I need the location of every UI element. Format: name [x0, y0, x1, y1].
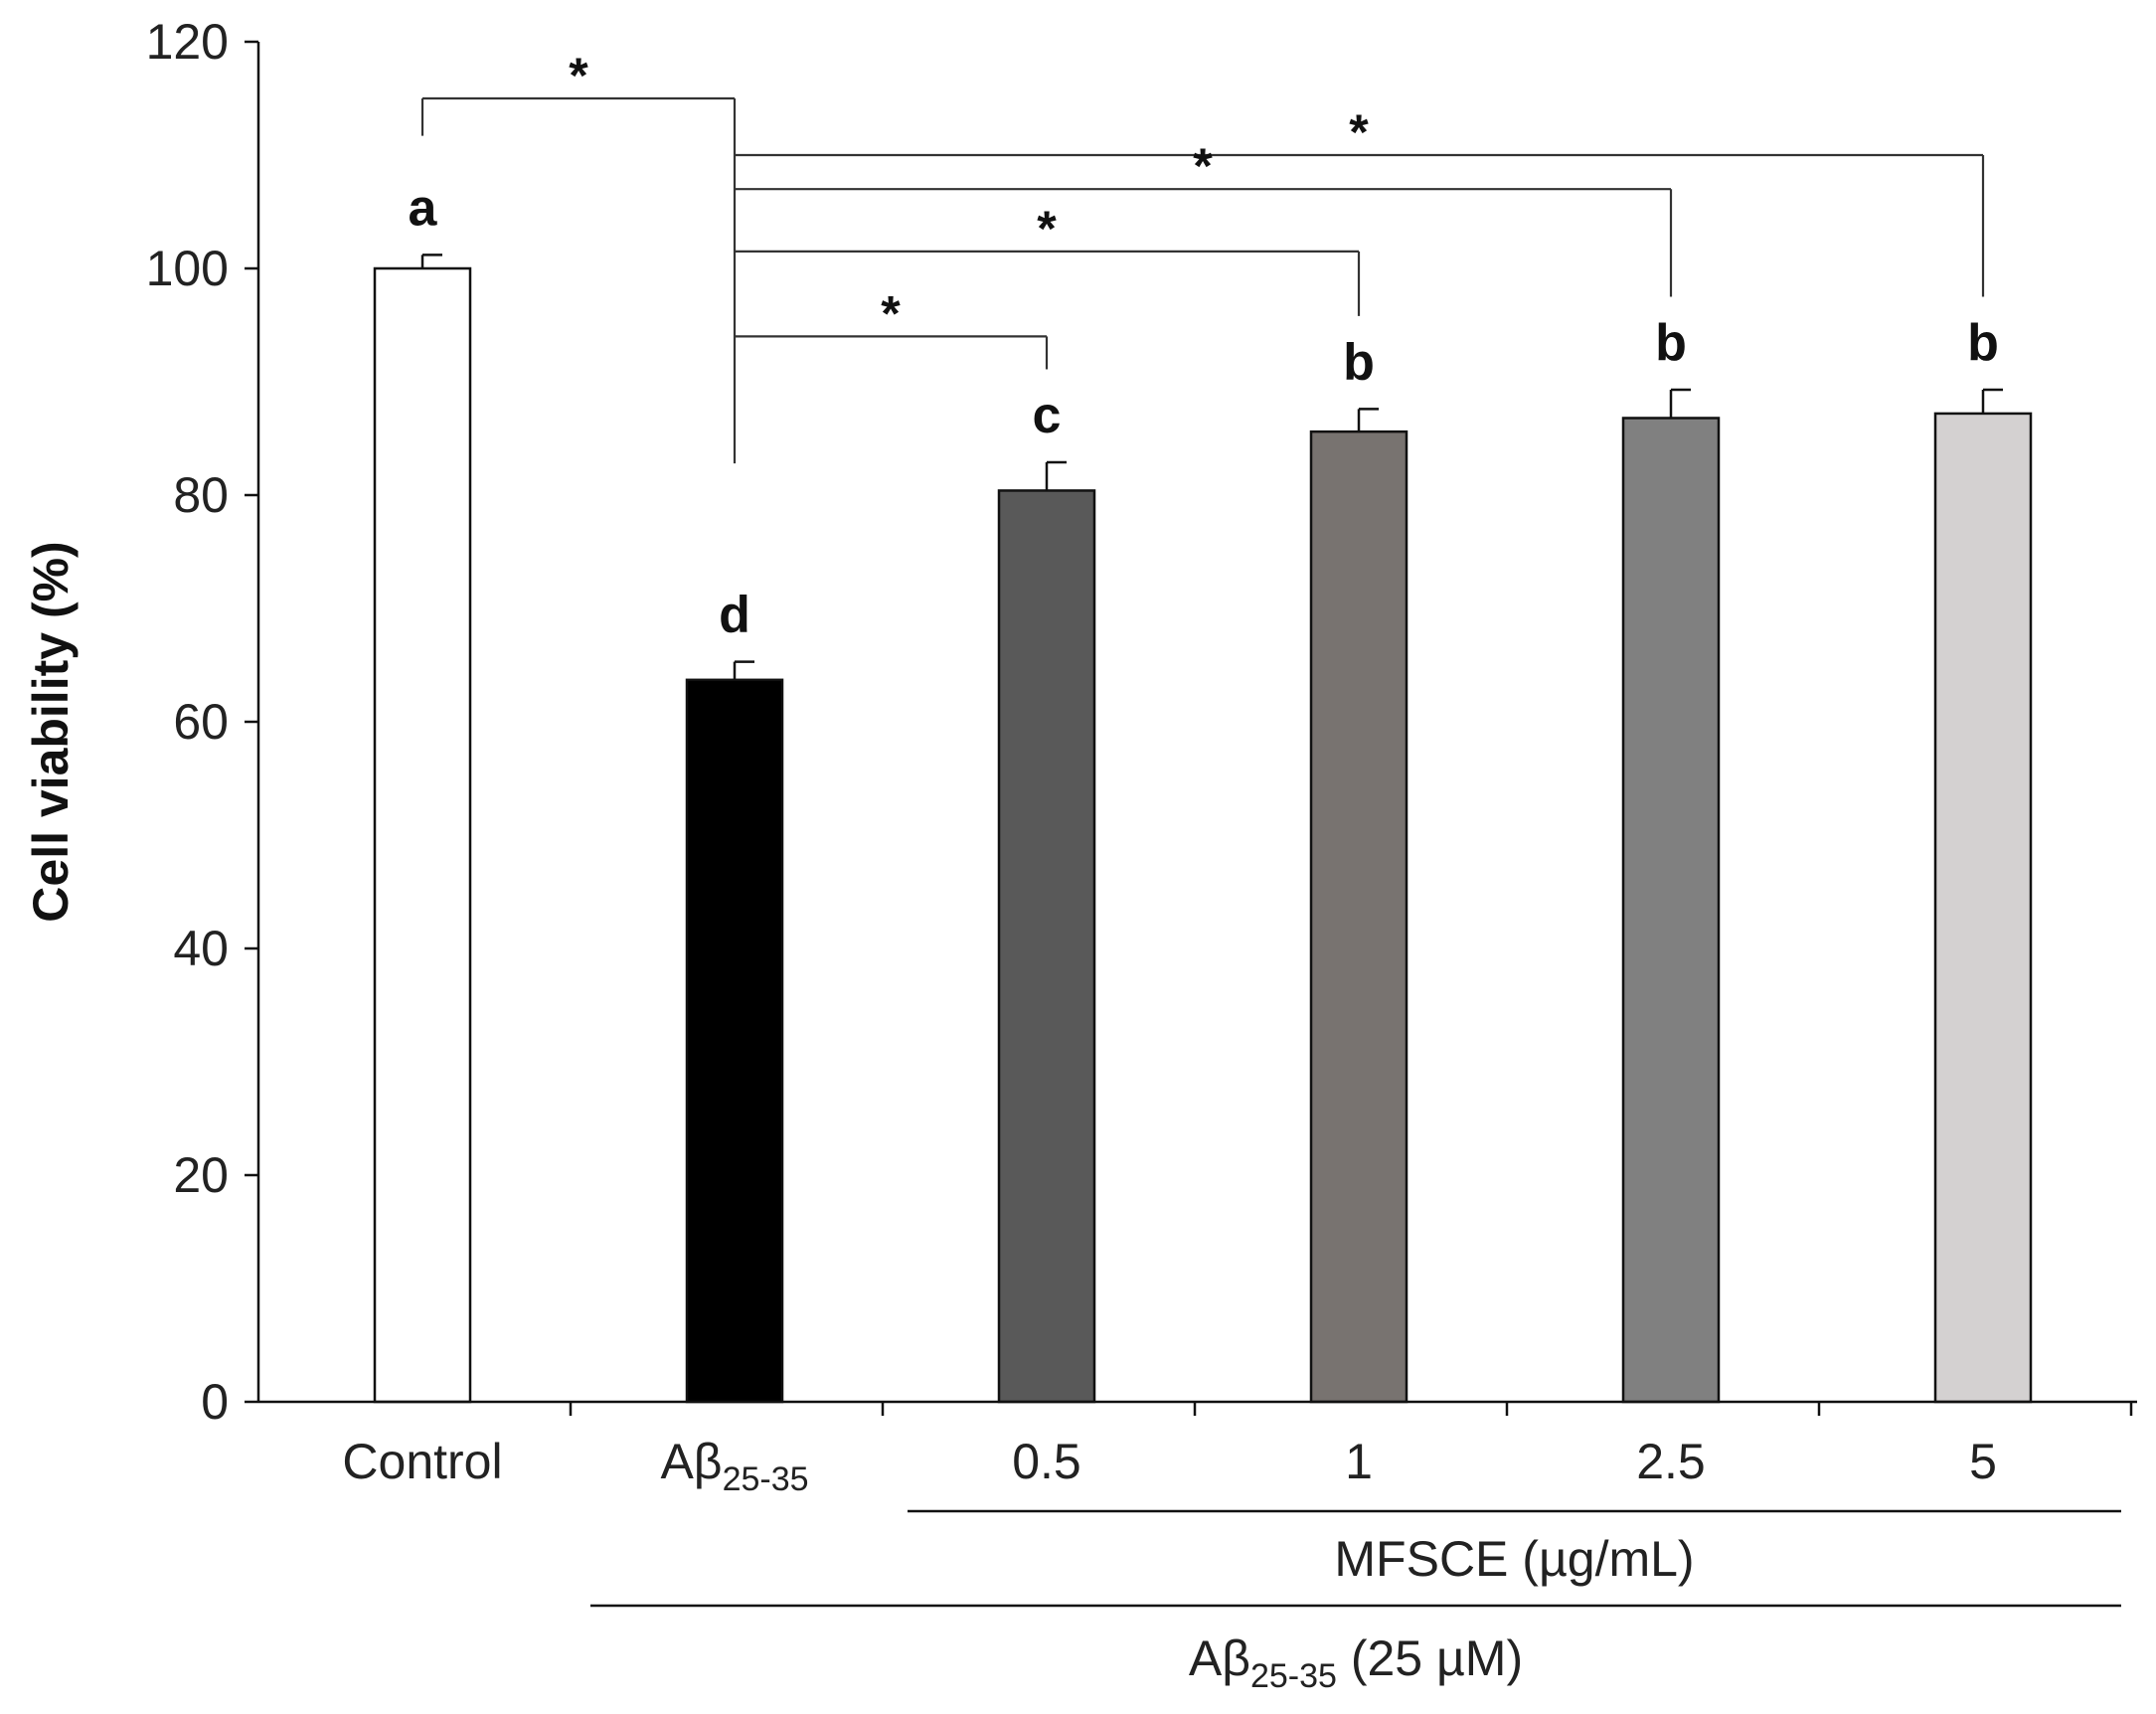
group-label-0: MFSCE (µg/mL): [1334, 1531, 1694, 1587]
significance-letter-4: b: [1655, 314, 1687, 372]
y-axis-label: Cell viability (%): [23, 541, 79, 922]
category-label-0: Control: [342, 1434, 502, 1489]
y-tick-label: 40: [173, 921, 229, 976]
y-tick-label: 80: [173, 467, 229, 523]
y-tick-label: 0: [201, 1374, 229, 1430]
significance-letter-2: c: [1033, 387, 1062, 444]
bars: [373, 254, 2033, 1404]
bar-5: [1933, 412, 2033, 1404]
significance-star-0: *: [569, 48, 588, 103]
significance-star-3: *: [1037, 201, 1057, 257]
significance-letter-0: a: [409, 179, 438, 237]
significance-brackets: [420, 96, 1985, 464]
y-tick-label: 60: [173, 694, 229, 750]
significance-letter-5: b: [1967, 314, 1999, 372]
category-label-2: 0.5: [1012, 1434, 1081, 1489]
category-label-1: Aβ25-35: [660, 1434, 808, 1498]
category-label-5: 5: [1969, 1434, 1997, 1489]
significance-letter-1: d: [719, 587, 750, 644]
bar-2: [997, 489, 1096, 1404]
bar-3: [1309, 429, 1409, 1404]
y-tick-label: 100: [146, 241, 229, 296]
category-label-4: 2.5: [1636, 1434, 1706, 1489]
bar-4: [1621, 417, 1721, 1404]
group-label-1: Aβ25-35 (25 µM): [1189, 1630, 1523, 1695]
bar-1: [685, 678, 784, 1404]
category-label-3: 1: [1345, 1434, 1373, 1489]
significance-star-2: *: [1193, 138, 1213, 194]
significance-star-4: *: [881, 285, 901, 341]
y-tick-label: 120: [146, 14, 229, 70]
significance-letter-3: b: [1343, 333, 1375, 391]
axes: [245, 40, 2137, 1608]
significance-star-1: *: [1349, 104, 1369, 160]
bar-0: [373, 266, 472, 1404]
y-tick-label: 20: [173, 1147, 229, 1203]
labels: 0 20 40 60 80 100 120 Cell viability (%) a Contro…: [23, 14, 1999, 1695]
